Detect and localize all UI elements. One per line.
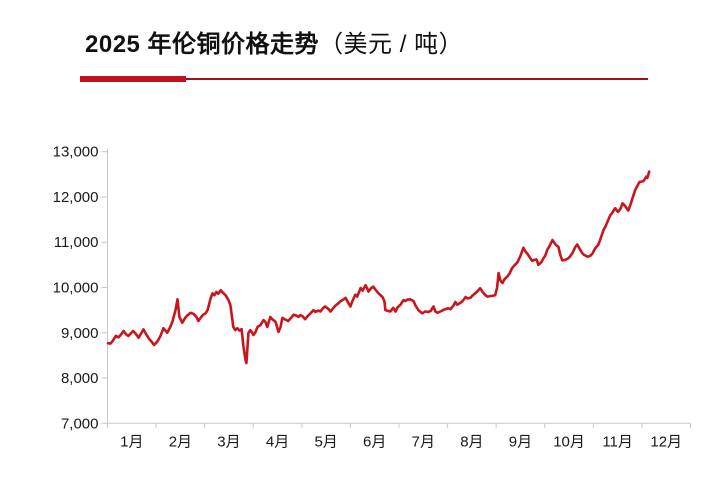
y-axis-tick-label: 9,000 (61, 325, 99, 342)
title-underline-rule (186, 78, 648, 80)
y-axis-tick-label: 11,000 (54, 234, 99, 251)
x-axis-month-label: 4月 (266, 433, 289, 450)
x-axis-month-label: 1月 (120, 433, 143, 450)
title-underline (80, 76, 648, 82)
title-unit-text: （美元 / 吨） (319, 31, 464, 58)
x-axis-month-label: 5月 (314, 433, 337, 450)
x-axis-month-label: 3月 (217, 433, 240, 450)
y-axis-tick-label: 12,000 (53, 189, 99, 206)
title-underline-accent-bar (80, 76, 186, 82)
x-axis-month-label: 12月 (650, 433, 682, 450)
x-axis-month-label: 6月 (363, 433, 386, 450)
x-axis-month-label: 7月 (412, 433, 435, 450)
price-line-series (106, 170, 651, 365)
x-axis-month-label: 10月 (553, 433, 585, 450)
x-axis-month-label: 8月 (460, 433, 483, 450)
page-title: 2025 年伦铜价格走势（美元 / 吨） (85, 24, 463, 59)
y-axis-tick-label: 7,000 (61, 415, 99, 432)
y-axis-tick-label: 10,000 (53, 280, 99, 297)
x-axis-month-label: 2月 (169, 433, 192, 450)
y-axis-tick-label: 13,000 (53, 144, 99, 161)
title-main-text: 2025 年伦铜价格走势 (85, 31, 320, 58)
y-axis-tick-label: 8,000 (61, 370, 99, 387)
x-axis-month-label: 9月 (509, 433, 532, 450)
x-axis-month-label: 11月 (602, 433, 633, 450)
